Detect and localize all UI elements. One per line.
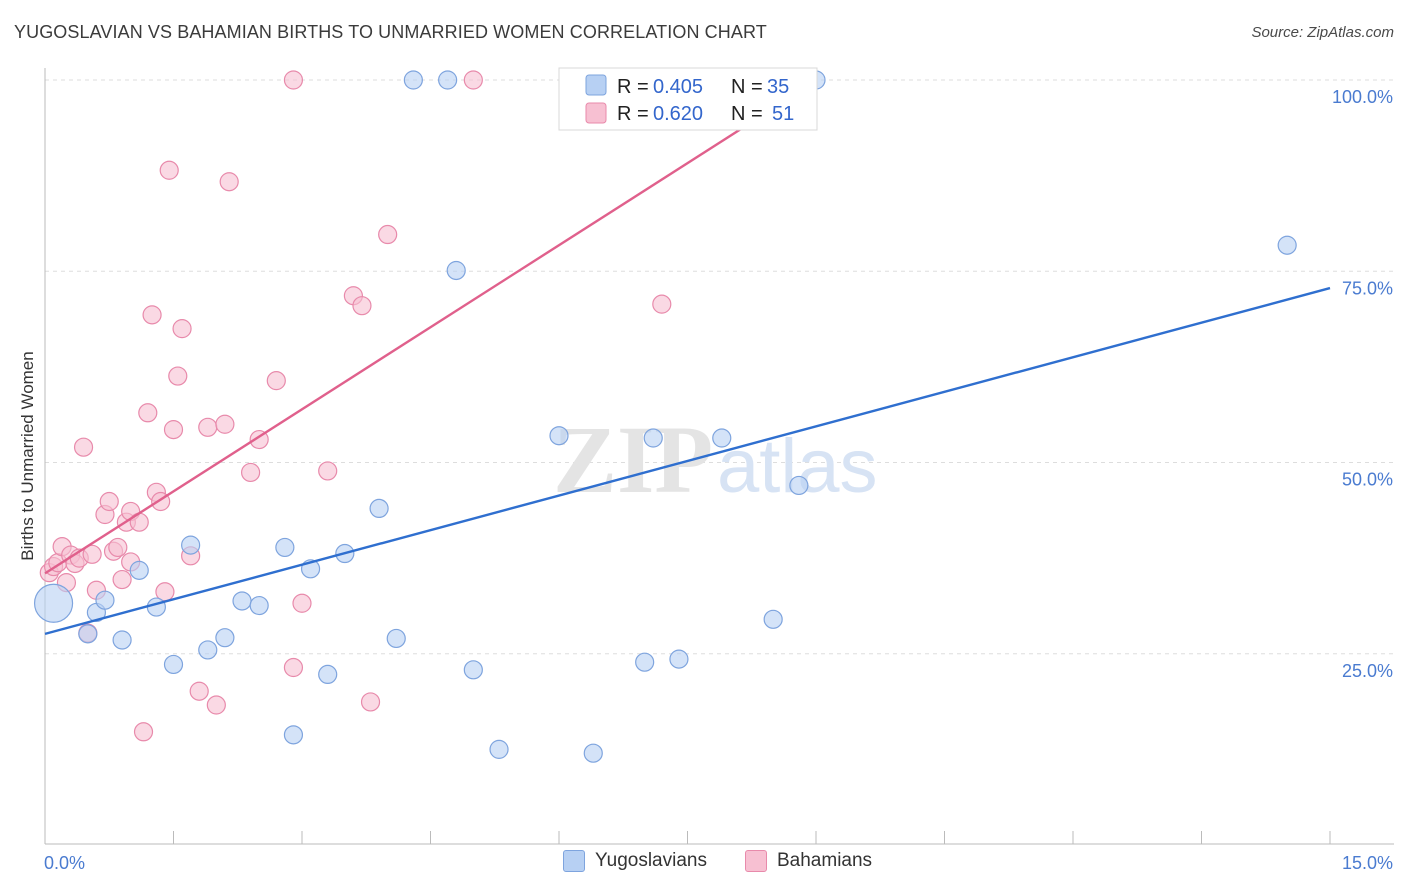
yugoslavians-point-23	[463, 660, 483, 680]
yugoslavians-point-25	[549, 426, 569, 446]
bahamians-point-41	[318, 461, 338, 481]
bottom-legend-label-yugoslavians: Yugoslavians	[595, 850, 707, 871]
source-label: Source: ZipAtlas.com	[1251, 24, 1394, 41]
bahamians-trend-line	[44, 101, 783, 575]
y-axis-label: Births to Unmarried Women	[18, 351, 37, 560]
yugoslavians-point-2	[78, 624, 98, 644]
yugoslavians-point-0	[33, 583, 74, 623]
legend-n-value-yugoslavians: 35	[767, 76, 789, 98]
bahamians-point-34	[215, 414, 235, 434]
bahamians-point-35	[219, 172, 239, 192]
bahamians-point-46	[283, 70, 304, 90]
grid-lines	[45, 79, 1394, 655]
bahamians-point-27	[163, 420, 184, 440]
yugoslavians-point-7	[163, 654, 184, 675]
watermark-atlas: atlas	[717, 424, 878, 509]
bottom-legend-label-bahamians: Bahamians	[777, 850, 873, 871]
bahamians-point-38	[266, 371, 286, 391]
x-tick-label-left: 0.0%	[44, 853, 85, 873]
legend-r-label-bahamians: R =	[617, 103, 649, 125]
yugoslavians-point-27	[635, 652, 655, 672]
yugoslavians-point-9	[198, 640, 218, 660]
legend-swatch-yugoslavians	[585, 74, 607, 96]
bahamians-point-15	[108, 537, 128, 558]
yugoslavians-point-5	[95, 590, 115, 610]
yugoslavians-point-10	[215, 628, 235, 648]
bahamians-point-10	[82, 544, 102, 564]
legend-n-label-yugoslavians: N =	[731, 76, 763, 98]
axes	[44, 68, 1394, 845]
x-tick-labels: 0.0% 15.0%	[44, 853, 1393, 873]
legend-n-value-bahamians: 51	[772, 103, 794, 125]
bottom-legend-swatch-bahamians	[745, 850, 767, 872]
yugoslavians-point-18	[369, 498, 389, 518]
yugoslavians-point-13	[275, 537, 295, 558]
bahamians-point-13	[99, 491, 119, 512]
yugoslavians-points	[33, 70, 1297, 763]
y-tick-label-100: 100.0%	[1332, 87, 1393, 107]
yugoslavians-point-8	[181, 535, 201, 555]
bottom-legend: Yugoslavians Bahamians	[0, 850, 1406, 880]
legend-n-label-bahamians: N =	[731, 103, 763, 125]
bahamians-point-8	[73, 437, 94, 457]
yugoslavians-point-6	[146, 597, 166, 617]
bahamians-point-20	[133, 722, 154, 742]
legend-r-value-yugoslavians: 0.405	[653, 76, 703, 98]
yugoslavians-point-22	[446, 260, 466, 281]
trend-lines	[44, 101, 1331, 636]
y-tick-label-25: 25.0%	[1342, 661, 1393, 681]
yugoslavians-point-3	[112, 630, 132, 650]
yugoslavians-point-29	[669, 649, 689, 669]
legend-swatch-bahamians	[585, 102, 607, 124]
yugoslavians-point-14	[283, 725, 304, 745]
bahamians-point-31	[189, 681, 209, 701]
bahamians-point-29	[172, 319, 192, 339]
yugoslavians-point-24	[489, 739, 509, 759]
bahamians-point-48	[652, 294, 672, 314]
bottom-legend-bahamians: Bahamians	[745, 850, 872, 872]
chart-title: YUGOSLAVIAN VS BAHAMIAN BIRTHS TO UNMARR…	[14, 22, 767, 42]
bahamians-point-16	[112, 569, 132, 590]
y-tick-labels: 25.0% 50.0% 75.0% 100.0%	[1332, 87, 1393, 681]
yugoslavians-point-20	[403, 70, 423, 90]
legend-r-value-bahamians: 0.620	[653, 103, 703, 125]
bottom-legend-swatch-yugoslavians	[563, 850, 585, 872]
bahamians-point-39	[283, 657, 304, 678]
watermark-zip: ZIP	[553, 406, 713, 513]
yugoslavians-point-11	[232, 591, 252, 611]
yugoslavians-point-21	[438, 70, 458, 90]
bahamians-point-22	[142, 305, 162, 325]
bahamians-point-47	[463, 70, 483, 90]
bahamians-point-32	[198, 417, 218, 437]
bahamians-point-43	[352, 296, 372, 316]
bahamians-points	[39, 70, 723, 742]
bahamians-point-36	[241, 462, 261, 483]
bahamians-point-26	[159, 160, 179, 180]
bahamians-point-21	[138, 403, 158, 423]
bahamians-point-45	[378, 224, 398, 245]
yugoslavians-point-31	[763, 609, 783, 629]
yugoslavians-point-28	[643, 428, 663, 448]
yugoslavians-point-32	[789, 475, 809, 496]
yugoslavians-point-30	[712, 428, 732, 448]
y-tick-label-50: 50.0%	[1342, 470, 1393, 490]
x-tick-label-right: 15.0%	[1342, 853, 1393, 873]
yugoslavians-point-4	[129, 560, 149, 580]
bahamians-point-40	[292, 593, 312, 613]
yugoslavians-trend-line	[44, 286, 1331, 636]
bottom-legend-yugoslavians: Yugoslavians	[563, 850, 707, 872]
yugoslavians-point-34	[1277, 235, 1297, 255]
yugoslavians-point-12	[249, 595, 269, 616]
y-tick-label-75: 75.0%	[1342, 278, 1393, 298]
yugoslavians-point-16	[318, 664, 338, 685]
bahamians-point-28	[168, 366, 188, 386]
yugoslavians-point-26	[583, 743, 603, 763]
bahamians-point-33	[206, 695, 226, 715]
legend-r-label-yugoslavians: R =	[617, 76, 649, 98]
legend: R = 0.405 N = 35 R = 0.620 N = 51	[558, 67, 818, 131]
bahamians-point-44	[360, 692, 381, 712]
yugoslavians-point-19	[386, 628, 406, 649]
